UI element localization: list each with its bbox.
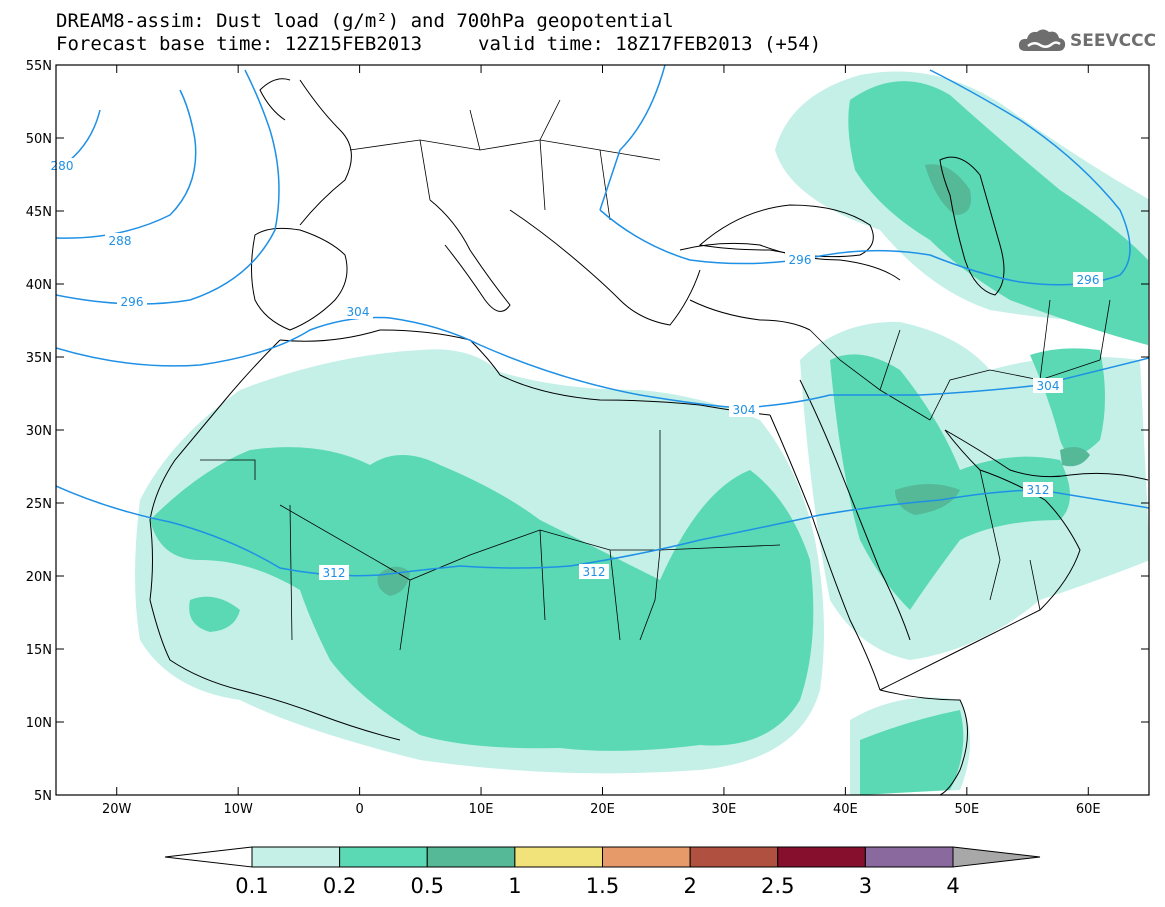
- lat-label: 5N: [34, 789, 52, 804]
- lon-label: 20E: [590, 802, 615, 817]
- contour-label-bg: [785, 252, 815, 267]
- contour-label-bg: [47, 158, 77, 173]
- colorbar-segment: [777, 846, 866, 868]
- contour-label: 312: [323, 566, 346, 580]
- coast-west-africa: [149, 339, 401, 741]
- contour-label: 296: [121, 295, 144, 309]
- contour-label-bg: [117, 294, 147, 309]
- contour-label: 304: [1037, 379, 1060, 393]
- contour-label-bg: [1023, 482, 1053, 497]
- coast-caspian: [939, 156, 1005, 296]
- dust-field-dark-4: [1060, 446, 1090, 467]
- dust-field-dark-2: [895, 484, 960, 515]
- colorbar-label: 3: [859, 874, 872, 898]
- contour-label-bg: [105, 233, 135, 248]
- contour-296-west: [56, 69, 280, 305]
- dust-field-medium-west: [189, 596, 240, 632]
- lat-label: 30N: [26, 424, 52, 439]
- coast-black-sea: [698, 204, 874, 258]
- colorbar-segment: [339, 846, 428, 868]
- cloud-icon: [1018, 29, 1066, 51]
- lat-label: 50N: [26, 132, 52, 147]
- colorbar-label: 1.5: [586, 874, 619, 898]
- coast-red-sea: [769, 379, 911, 691]
- lon-label: 30E: [712, 802, 737, 817]
- contour-label: 280: [51, 159, 74, 173]
- colorbar: 0.1 0.2 0.5 1 1.5 2 2.5 3 4: [164, 846, 1041, 898]
- colorbar-label: 2: [683, 874, 696, 898]
- coast-iberia: [251, 227, 348, 331]
- colorbar-segment: [514, 846, 603, 868]
- borders-middle-east: [809, 299, 1111, 611]
- lat-label: 10N: [26, 716, 52, 731]
- contour-304-west: [56, 316, 741, 409]
- colorbar-segment: [689, 846, 779, 868]
- logo-text: SEEVCCC: [1070, 31, 1157, 51]
- lat-label: 45N: [26, 205, 52, 220]
- contour-304-east: [739, 357, 1149, 409]
- lat-label: 15N: [26, 643, 52, 658]
- seevccc-logo: SEEVCCC: [1018, 26, 1156, 56]
- coastlines-borders: [149, 78, 1149, 795]
- lat-label: 40N: [26, 278, 52, 293]
- contour-label: 312: [583, 565, 606, 579]
- contour-label-bg: [319, 565, 349, 580]
- coast-france-uk: [259, 78, 352, 226]
- dust-field-medium-arabia: [830, 354, 1070, 610]
- borders-africa: [200, 430, 781, 651]
- lon-label: 40E: [833, 802, 858, 817]
- lon-label: 60E: [1076, 802, 1101, 817]
- contour-label: 296: [1077, 273, 1100, 287]
- colorbar-segment: [864, 846, 954, 868]
- colorbar-label: 0.5: [411, 874, 444, 898]
- coast-balkans-greece: [509, 209, 701, 326]
- lon-label: 20W: [102, 802, 132, 817]
- dust-fields: [135, 71, 1149, 795]
- dust-field-medium-horn: [860, 710, 964, 795]
- colorbar-label: 4: [946, 874, 959, 898]
- contour-label-bg: [343, 304, 373, 319]
- colorbar-arrow-left: [164, 846, 253, 868]
- contour-label: 304: [733, 403, 756, 417]
- colorbar-arrow-right: [952, 846, 1041, 868]
- dust-field-medium-sahel: [150, 447, 814, 751]
- colorbar-label: 0.1: [235, 874, 268, 898]
- colorbar-label: 1: [508, 874, 521, 898]
- forecast-base-time: Forecast base time: 12Z15FEB2013: [56, 33, 423, 55]
- coast-italy: [429, 199, 511, 312]
- borders-europe: [349, 99, 661, 221]
- colorbar-segment: [602, 846, 691, 868]
- lat-label: 55N: [26, 59, 52, 74]
- lat-label: 25N: [26, 497, 52, 512]
- contour-label: 288: [109, 234, 132, 248]
- map-axes: 55N 50N 45N 40N 35N 30N 25N 20N 15N 10N 5N 20W 10W 0 1…: [26, 59, 1149, 817]
- contour-label: 296: [789, 253, 812, 267]
- lon-label: 10E: [469, 802, 494, 817]
- colorbar-segment: [426, 846, 516, 868]
- contour-label-bg: [729, 402, 759, 417]
- coast-horn: [879, 689, 968, 795]
- colorbar-segment: [251, 846, 341, 868]
- lat-label: 35N: [26, 351, 52, 366]
- contour-label: 304: [347, 305, 370, 319]
- lon-label: 0: [355, 802, 363, 817]
- contour-label-bg: [1073, 272, 1103, 287]
- map-title: DREAM8-assim: Dust load (g/m²) and 700hP…: [56, 10, 674, 32]
- contour-296-east: [599, 65, 1131, 286]
- coast-gulf-iran: [944, 429, 1149, 481]
- lon-label: 10W: [223, 802, 253, 817]
- contour-label: 312: [1027, 483, 1050, 497]
- dust-field-medium-iran: [1030, 348, 1105, 455]
- colorbar-label: 2.5: [761, 874, 794, 898]
- contour-label-bg: [579, 564, 609, 579]
- lon-label: 50E: [954, 802, 979, 817]
- lat-label: 20N: [26, 570, 52, 585]
- valid-time: valid time: 18Z17FEB2013 (+54): [478, 33, 822, 55]
- colorbar-label: 0.2: [323, 874, 356, 898]
- coast-north-africa: [279, 329, 771, 416]
- contour-label-bg: [1033, 378, 1063, 393]
